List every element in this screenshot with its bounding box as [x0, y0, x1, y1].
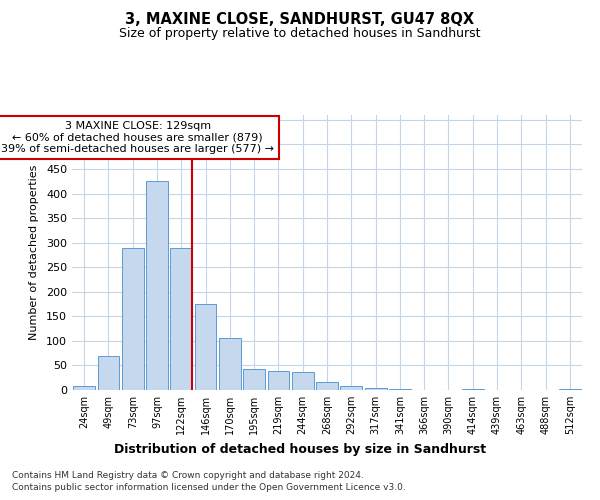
Bar [146, 182, 168, 390]
Text: 3, MAXINE CLOSE, SANDHURST, GU47 8QX: 3, MAXINE CLOSE, SANDHURST, GU47 8QX [125, 12, 475, 28]
Bar [340, 386, 362, 390]
Text: Contains HM Land Registry data © Crown copyright and database right 2024.: Contains HM Land Registry data © Crown c… [12, 471, 364, 480]
Bar [559, 389, 581, 390]
Y-axis label: Number of detached properties: Number of detached properties [29, 165, 39, 340]
Bar [462, 388, 484, 390]
Bar [389, 388, 411, 390]
Bar [194, 304, 217, 390]
Text: Contains public sector information licensed under the Open Government Licence v3: Contains public sector information licen… [12, 484, 406, 492]
Bar [170, 248, 192, 390]
Bar [122, 248, 143, 390]
Bar [243, 369, 265, 390]
Bar [268, 372, 289, 390]
Bar [365, 388, 386, 390]
Bar [219, 338, 241, 390]
Bar [73, 386, 95, 390]
Bar [97, 356, 119, 390]
Text: Size of property relative to detached houses in Sandhurst: Size of property relative to detached ho… [119, 28, 481, 40]
Text: Distribution of detached houses by size in Sandhurst: Distribution of detached houses by size … [114, 442, 486, 456]
Bar [316, 382, 338, 390]
Text: 3 MAXINE CLOSE: 129sqm
← 60% of detached houses are smaller (879)
39% of semi-de: 3 MAXINE CLOSE: 129sqm ← 60% of detached… [1, 121, 274, 154]
Bar [292, 372, 314, 390]
